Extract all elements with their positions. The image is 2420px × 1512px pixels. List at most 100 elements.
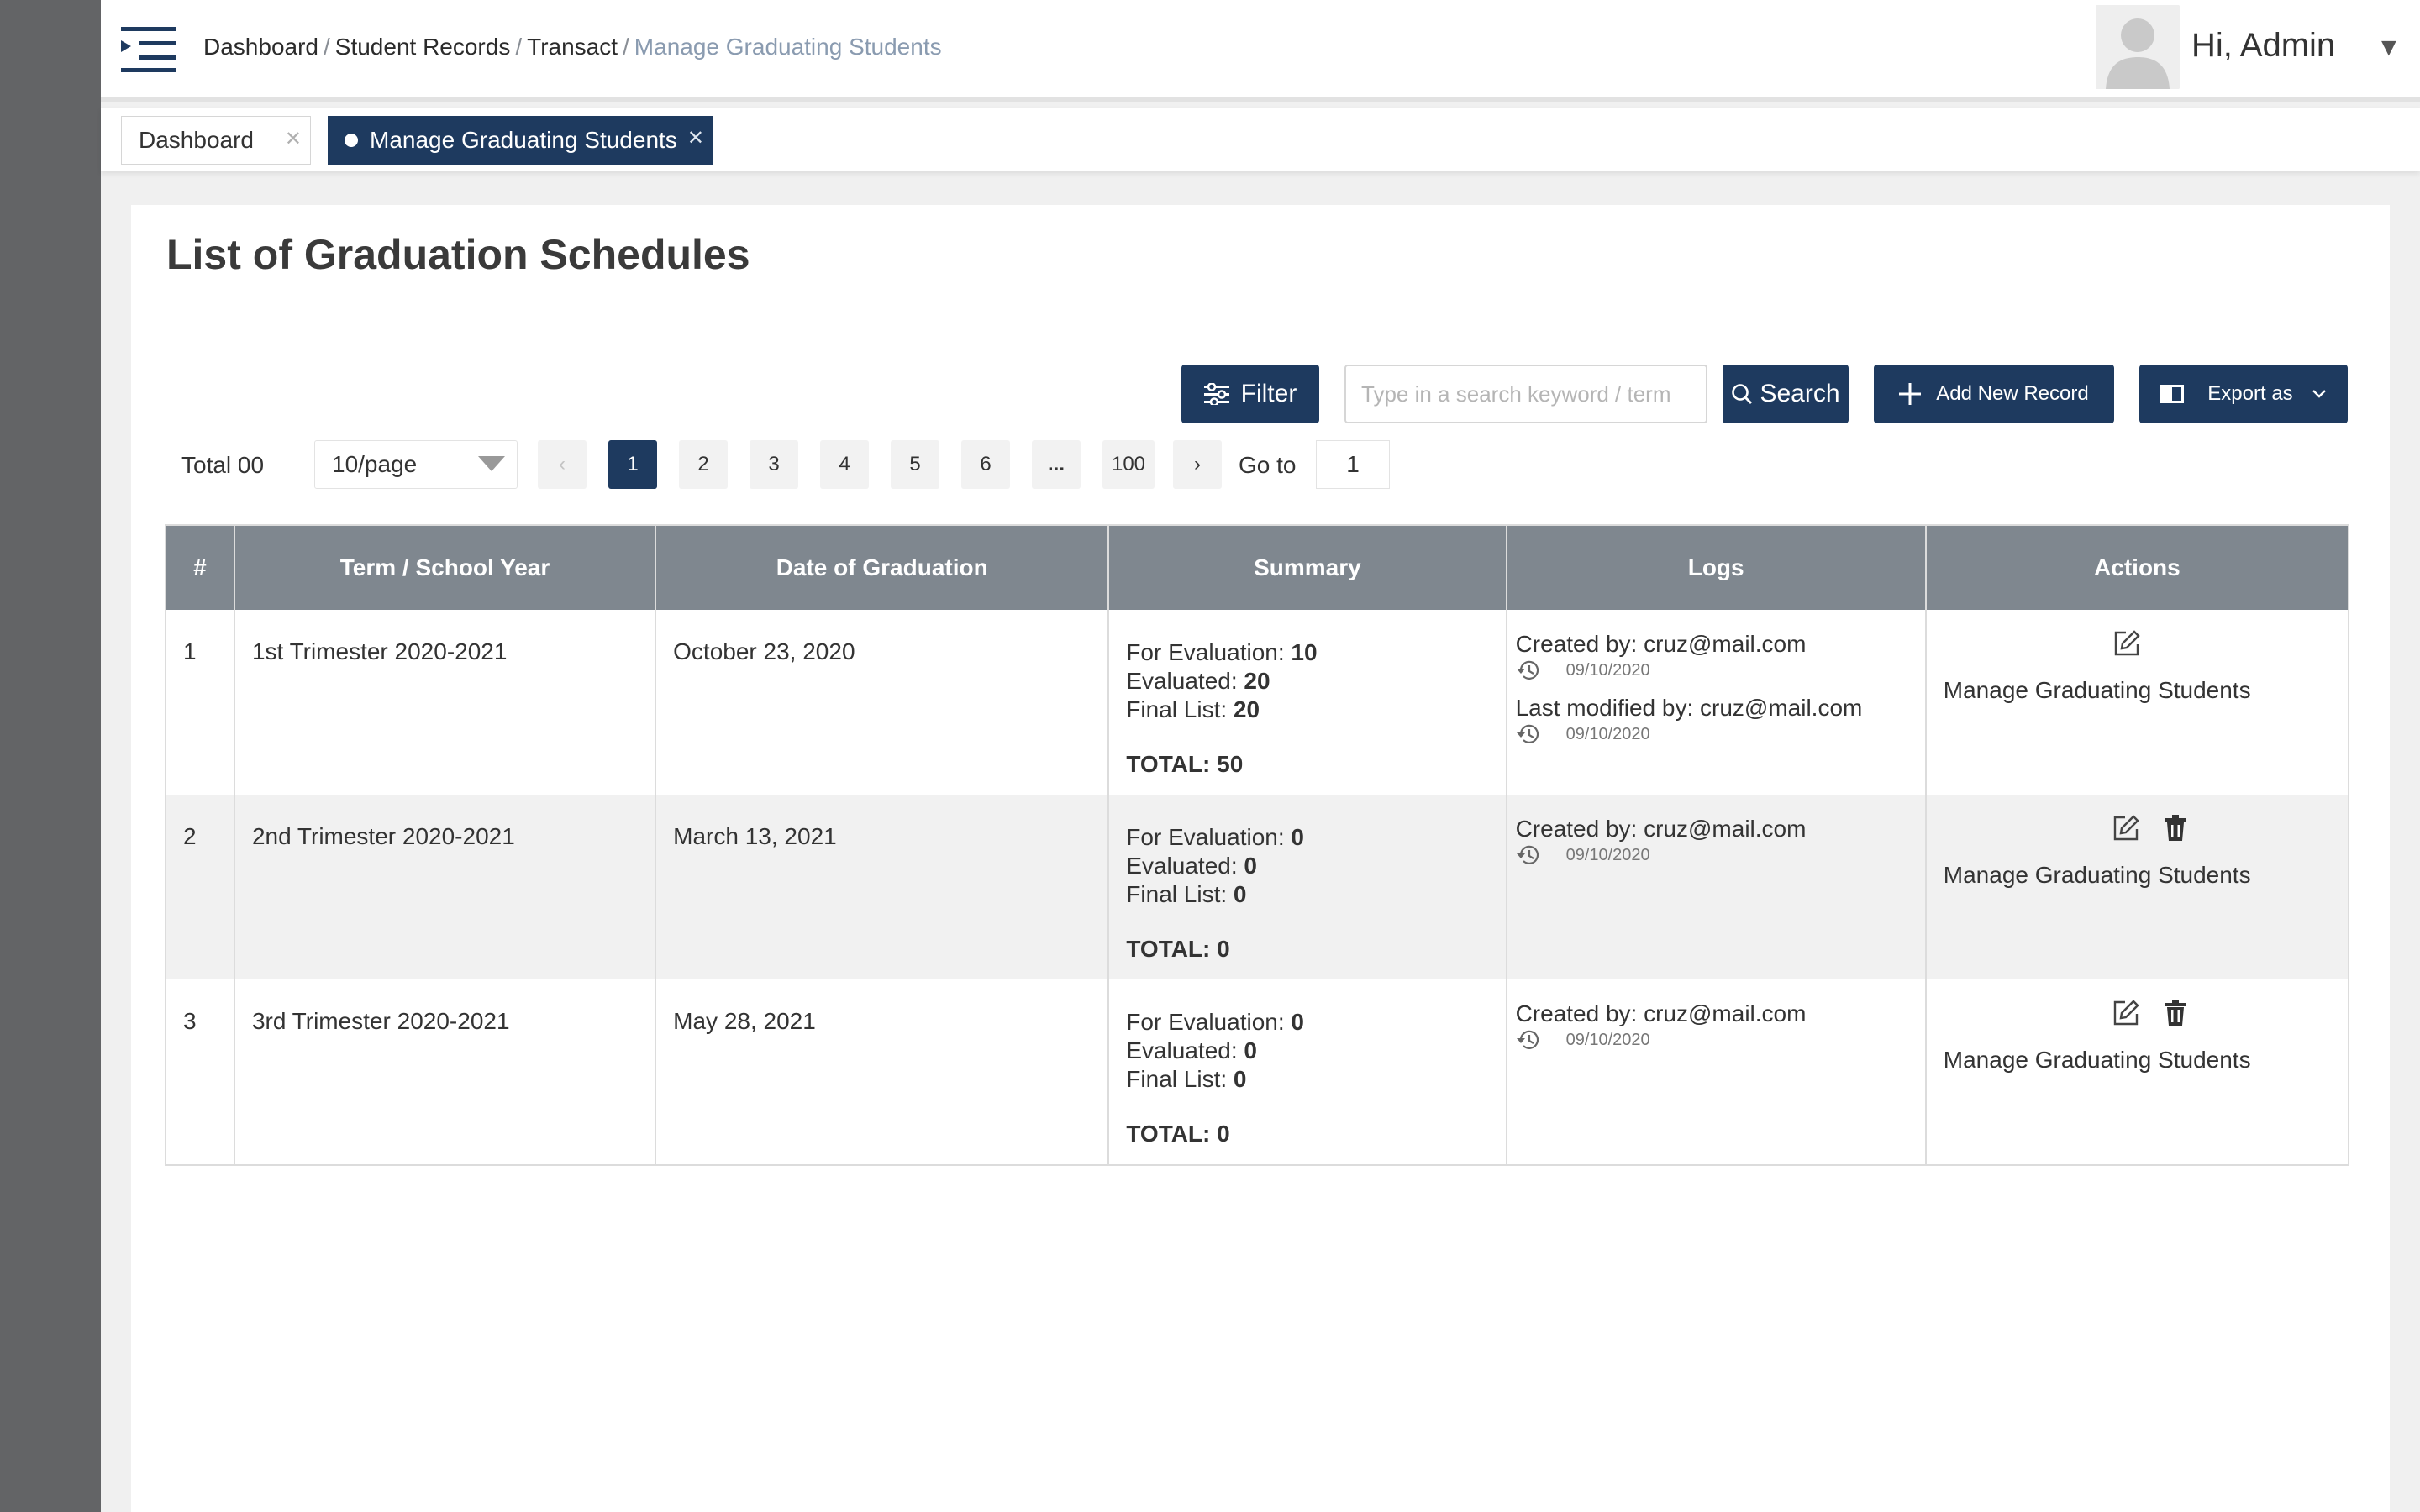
export-icon	[2160, 385, 2185, 403]
column-header: Actions	[2094, 554, 2181, 580]
search-input[interactable]	[1344, 365, 1707, 423]
summary-total: TOTAL: 50	[1126, 751, 1244, 777]
row-number: 1	[166, 610, 235, 795]
row-number: 3	[166, 979, 235, 1164]
row-term: 3rd Trimester 2020-2021	[235, 979, 657, 1164]
breadcrumb-current: Manage Graduating Students	[634, 34, 942, 60]
breadcrumb-separator: /	[323, 34, 330, 60]
log-created-date: 09/10/2020	[1565, 1030, 1650, 1049]
page-size-value: 10/page	[332, 451, 418, 477]
for-eval-label: For Evaluation:	[1126, 639, 1285, 665]
history-icon	[1516, 722, 1541, 746]
page-title: List of Graduation Schedules	[166, 231, 750, 278]
log-created-by: Created by: cruz@mail.com	[1515, 1000, 1807, 1026]
filter-icon	[1203, 383, 1229, 405]
tab-label: Dashboard	[139, 127, 254, 153]
row-number: 2	[166, 795, 235, 979]
trash-icon[interactable]	[2164, 1000, 2187, 1026]
manage-graduating-students-link[interactable]: Manage Graduating Students	[1943, 1047, 2251, 1073]
table-header: # Term / School Year Date of Graduation …	[166, 526, 2348, 610]
page-button-3[interactable]: 3	[750, 440, 798, 489]
evaluated-label: Evaluated:	[1126, 668, 1238, 694]
close-icon[interactable]: ✕	[284, 128, 302, 150]
row-date: May 28, 2021	[656, 979, 1110, 1164]
top-header: Dashboard / Student Records / Transact / Manag…	[101, 0, 2420, 102]
add-new-record-button[interactable]: Add New Record	[1874, 365, 2114, 423]
page-button-2[interactable]: 2	[679, 440, 728, 489]
breadcrumb-student-records[interactable]: Student Records	[334, 34, 511, 60]
tab-manage-graduating-students[interactable]: Manage Graduating Students ✕	[328, 116, 713, 165]
column-header: #	[166, 526, 235, 610]
manage-graduating-students-link[interactable]: Manage Graduating Students	[1943, 862, 2251, 888]
page-size-select[interactable]: 10/page	[314, 440, 518, 489]
active-dot-icon	[345, 134, 358, 147]
table-row: 1 1st Trimester 2020-2021 October 23, 20…	[166, 610, 2348, 795]
trash-icon[interactable]	[2164, 815, 2187, 842]
tab-dashboard[interactable]: Dashboard ✕	[121, 116, 311, 165]
edit-icon[interactable]	[2112, 629, 2141, 658]
goto-label: Go to	[1239, 452, 1297, 478]
total-count: Total 00	[182, 452, 265, 478]
for-eval-value: 10	[1291, 639, 1318, 665]
chevron-down-icon	[2312, 390, 2326, 398]
manage-graduating-students-link[interactable]: Manage Graduating Students	[1943, 677, 2251, 703]
edit-icon[interactable]	[2112, 999, 2140, 1027]
breadcrumb-transact[interactable]: Transact	[527, 34, 618, 60]
page-button-100[interactable]: 100	[1102, 440, 1155, 489]
page-button-1[interactable]: 1	[608, 440, 657, 489]
chevron-left-icon[interactable]: ‹	[538, 440, 587, 489]
page-button-4[interactable]: 4	[820, 440, 869, 489]
log-modified-date: 09/10/2020	[1565, 724, 1650, 743]
goto-page-input[interactable]	[1316, 440, 1390, 489]
column-header: Term / School Year	[235, 526, 657, 610]
left-sidebar-rail	[0, 0, 101, 1512]
for-eval-label: For Evaluation:	[1126, 824, 1285, 850]
final-list-value: 20	[1233, 696, 1260, 722]
caret-down-icon	[478, 456, 505, 471]
breadcrumb-separator: /	[623, 34, 629, 60]
page-button-5[interactable]: 5	[891, 440, 939, 489]
avatar-icon[interactable]	[2096, 5, 2180, 89]
plus-icon	[1899, 383, 1922, 405]
row-term: 1st Trimester 2020-2021	[235, 610, 657, 795]
row-actions: Manage Graduating Students	[1927, 979, 2348, 1164]
row-logs: Created by: cruz@mail.com 09/10/2020	[1507, 795, 1927, 979]
row-actions: Manage Graduating Students	[1927, 610, 2348, 795]
row-summary: For Evaluation: 0 Evaluated: 0 Final Lis…	[1109, 795, 1507, 979]
search-icon	[1732, 384, 1753, 404]
for-eval-value: 0	[1291, 824, 1304, 850]
edit-icon[interactable]	[2112, 814, 2140, 843]
filter-button[interactable]: Filter	[1181, 365, 1319, 423]
export-as-button[interactable]: Export as	[2139, 365, 2348, 423]
search-button[interactable]: Search	[1723, 365, 1849, 423]
log-created-by: Created by: cruz@mail.com	[1515, 631, 1807, 657]
evaluated-label: Evaluated:	[1126, 1037, 1238, 1063]
user-greeting: Hi, Admin	[2191, 27, 2336, 64]
column-header: Date of Graduation	[656, 526, 1110, 610]
tab-label: Manage Graduating Students	[370, 127, 677, 153]
caret-down-icon[interactable]: ▼	[2376, 34, 2402, 61]
final-list-value: 0	[1233, 881, 1247, 907]
menu-icon[interactable]	[121, 25, 176, 74]
row-logs: Created by: cruz@mail.com 09/10/2020 Las…	[1507, 610, 1927, 795]
page-button-6[interactable]: 6	[961, 440, 1010, 489]
close-icon[interactable]: ✕	[687, 127, 704, 150]
log-created-date: 09/10/2020	[1565, 845, 1650, 864]
log-created-by: Created by: cruz@mail.com	[1515, 816, 1807, 842]
breadcrumb-dashboard[interactable]: Dashboard	[203, 34, 318, 60]
add-label: Add New Record	[1936, 382, 2089, 405]
row-summary: For Evaluation: 10 Evaluated: 20 Final L…	[1109, 610, 1507, 795]
page-ellipsis[interactable]: ...	[1032, 440, 1081, 489]
final-list-value: 0	[1233, 1066, 1247, 1092]
row-date: March 13, 2021	[656, 795, 1110, 979]
row-summary: For Evaluation: 0 Evaluated: 0 Final Lis…	[1109, 979, 1507, 1164]
column-header: Logs	[1507, 526, 1927, 610]
history-icon	[1516, 843, 1541, 867]
row-actions: Manage Graduating Students	[1927, 795, 2348, 979]
chevron-right-icon[interactable]: ›	[1173, 440, 1222, 489]
final-list-label: Final List:	[1126, 696, 1228, 722]
breadcrumb: Dashboard / Student Records / Transact / Manag…	[203, 34, 942, 60]
for-eval-value: 0	[1291, 1009, 1304, 1035]
summary-total: TOTAL: 0	[1126, 936, 1230, 962]
breadcrumb-separator: /	[515, 34, 523, 60]
